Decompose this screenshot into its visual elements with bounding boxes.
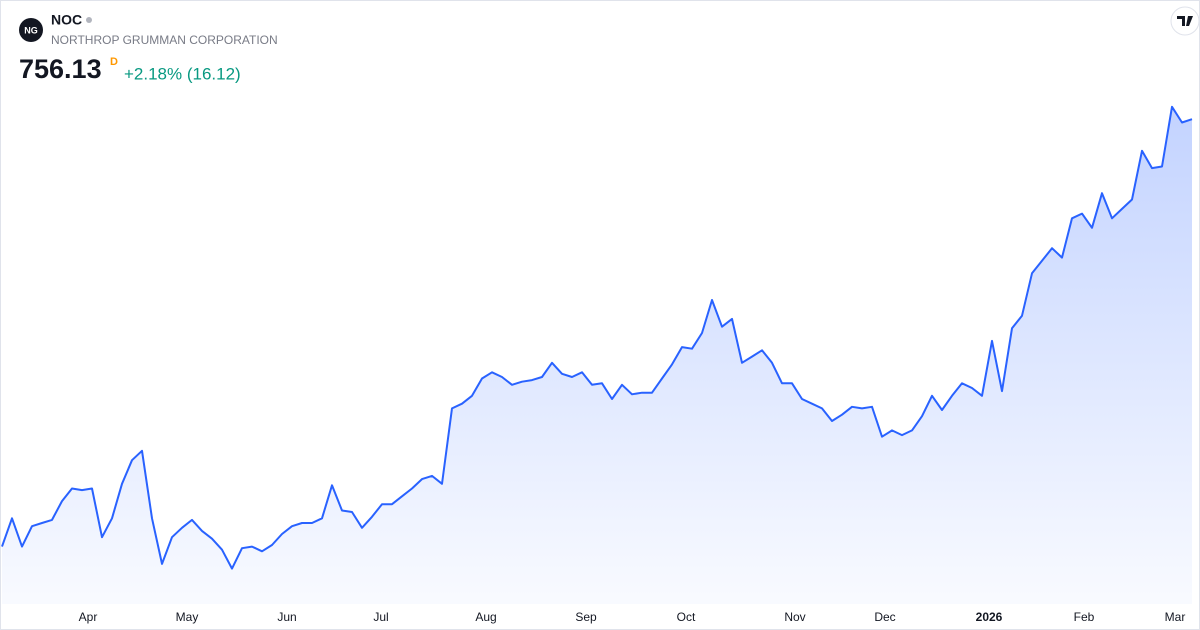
logo-badge [19,18,43,42]
status-dot [86,17,92,23]
price: 756.13 [19,54,102,84]
x-tick-label: Aug [475,610,496,624]
price-line [1,105,1193,570]
x-tick-label: 2026 [976,610,1003,624]
symbol: NOC [51,12,82,28]
x-tick-label: Jun [277,610,296,624]
area-fill [2,106,1192,605]
change: +2.18% (16.12) [124,64,241,83]
x-tick-label: Dec [874,610,895,624]
logo-text: NG [24,25,38,35]
x-tick-label: Oct [677,610,696,624]
plot-area: Apr May Jun Jul Aug Sep Oct Nov Dec 2026 Feb Mar [1,105,1193,624]
x-tick-label: Nov [784,610,805,624]
interval: D [110,56,118,68]
company-name: NORTHROP GRUMMAN CORPORATION [51,33,278,47]
x-tick-label: Jul [373,610,388,624]
x-tick-label: Feb [1074,610,1095,624]
tv-logo[interactable] [1170,6,1200,36]
x-tick-label: Mar [1165,610,1186,624]
x-tick-label: Sep [575,610,597,624]
x-tick-label: Apr [79,610,98,624]
x-tick-label: May [176,610,199,624]
